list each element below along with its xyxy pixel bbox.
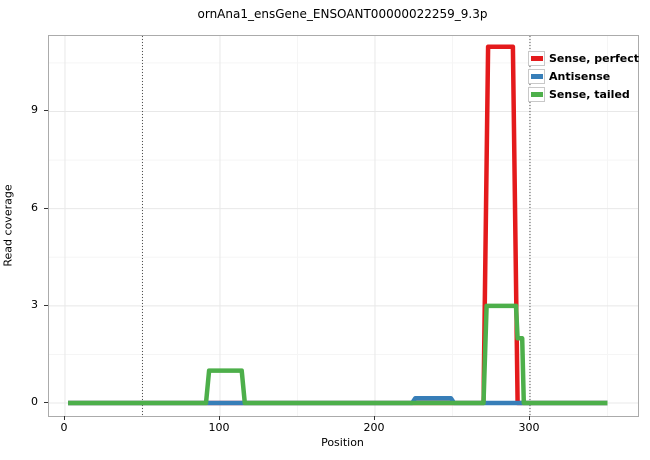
x-tick-mark	[218, 416, 220, 420]
legend-line-swatch	[530, 55, 543, 61]
y-tick-mark	[44, 110, 48, 112]
x-tick-label: 0	[60, 421, 68, 434]
y-tick-label: 0	[31, 395, 38, 409]
legend-item: Antisense	[528, 67, 639, 85]
x-tick-label: 200	[363, 421, 385, 434]
legend-line-swatch	[530, 91, 543, 97]
y-tick-mark	[44, 207, 48, 209]
legend: Sense, perfect Antisense Sense, tailed	[528, 49, 639, 103]
legend-item-label: Sense, tailed	[549, 87, 630, 101]
x-tick-label: 300	[518, 421, 540, 434]
y-tick-mark	[44, 304, 48, 306]
y-tick-mark	[44, 402, 48, 404]
plot-title: ornAna1_ensGene_ENSOANT00000022259_9.3p	[197, 7, 488, 21]
x-tick-label: 100	[208, 421, 230, 434]
x-axis-label: Position	[321, 436, 364, 449]
legend-key-box	[528, 50, 545, 66]
y-tick-label: 3	[31, 297, 38, 311]
y-tick-label: 6	[31, 200, 38, 214]
legend-line-swatch	[530, 73, 543, 79]
x-tick-mark	[528, 416, 530, 420]
legend-key-box	[528, 68, 545, 84]
plot-svg	[49, 36, 638, 416]
legend-item: Sense, perfect	[528, 49, 639, 67]
x-tick-mark	[373, 416, 375, 420]
y-tick-label: 9	[31, 103, 38, 117]
legend-item-label: Antisense	[549, 69, 611, 83]
legend-item-label: Sense, perfect	[549, 51, 640, 65]
x-tick-mark	[63, 416, 65, 420]
legend-key-box	[528, 86, 545, 102]
legend-item: Sense, tailed	[528, 85, 639, 103]
